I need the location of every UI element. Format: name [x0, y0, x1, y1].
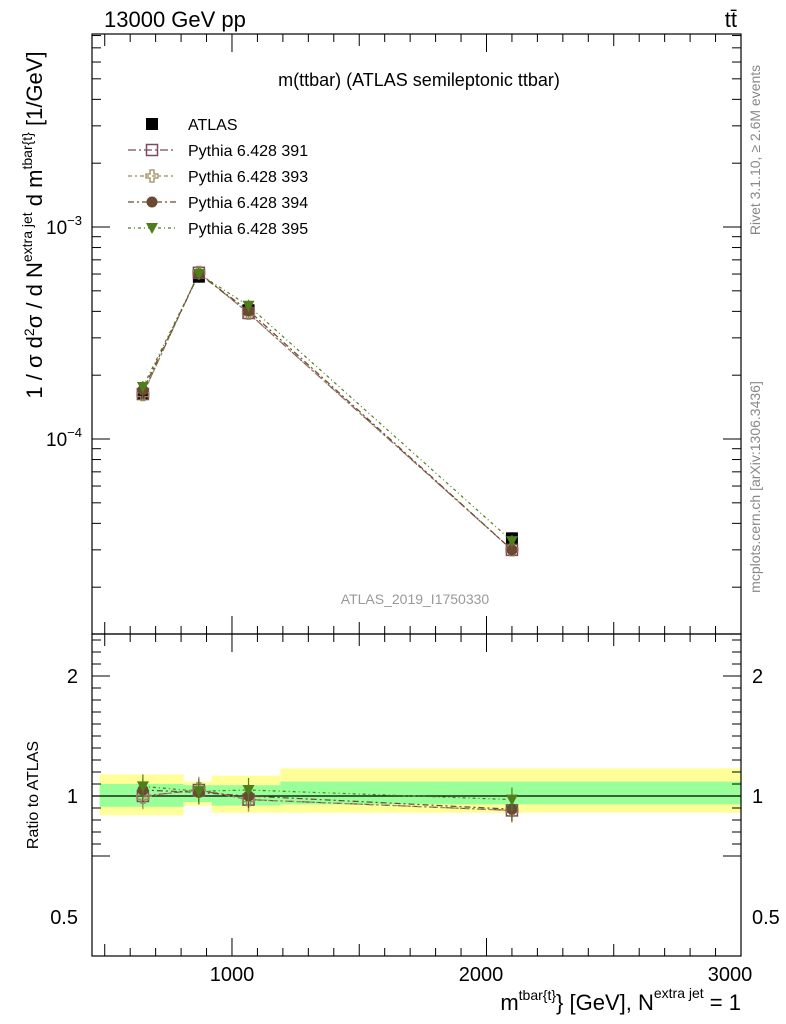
legend-marker	[145, 143, 159, 157]
legend-label: Pythia 6.428 391	[188, 143, 308, 160]
data-point	[506, 544, 518, 556]
series-line	[142, 271, 513, 551]
ratio-ytick-1-left: 1	[67, 786, 78, 808]
xtick-label-2000: 2000	[459, 964, 504, 986]
legend-label: Pythia 6.428 395	[188, 221, 308, 238]
ratio-ytick-1-right: 1	[752, 786, 763, 808]
analysis-watermark: ATLAS_2019_I1750330	[341, 591, 490, 607]
ratio-point	[242, 785, 255, 796]
rivet-label: Rivet 3.1.10, ≥ 2.6M events	[747, 65, 763, 235]
energy-label: 13000 GeV pp	[104, 7, 246, 32]
ratio-series-line	[142, 789, 512, 810]
ratio-ylabel: Ratio to ATLAS	[25, 741, 42, 849]
ratio-frame	[91, 633, 742, 957]
xtick-label-3000: 3000	[708, 964, 753, 986]
legend-marker	[145, 169, 159, 183]
series-line	[142, 271, 513, 551]
data-point	[136, 381, 149, 393]
main-ylabel: 1 / σ d2σ / d Nextra jet d mtbar{t} [1/G…	[19, 51, 47, 398]
ratio-ytick-05-left: 0.5	[50, 907, 78, 929]
ytick-label-1e-4: 10−4	[46, 425, 82, 451]
series-line	[142, 273, 513, 551]
process-label: tt̄	[725, 7, 737, 32]
ratio-stat-band	[280, 781, 741, 805]
x-axis-title: mtbar{t}} [GeV], Nextra jet = 1	[500, 985, 741, 1015]
ratio-panel: Ratio to ATLAS 2 1 0.5 2 1 0.5 1000 2000…	[25, 633, 780, 1015]
ratio-series-line	[142, 785, 512, 801]
data-point	[192, 268, 205, 280]
ytick-label-1e-3: 10−3	[46, 213, 82, 239]
ratio-point	[505, 794, 518, 806]
legend-label: ATLAS	[188, 117, 238, 134]
ratio-point	[192, 786, 205, 798]
legend-label: Pythia 6.428 394	[188, 195, 308, 212]
legend-marker	[146, 118, 158, 130]
ratio-point	[136, 790, 150, 804]
mcplots-label: mcplots.cern.ch [arXiv:1306.3436]	[747, 381, 763, 593]
legend-label: Pythia 6.428 393	[188, 169, 308, 186]
data-point	[505, 536, 518, 548]
ratio-ytick-2-left: 2	[67, 666, 78, 688]
ratio-ytick-05-right: 0.5	[752, 907, 780, 929]
chart-title: m(ttbar) (ATLAS semileptonic ttbar)	[278, 70, 560, 90]
ratio-point	[136, 781, 149, 793]
series-line	[142, 273, 513, 542]
svg-text:1 / σ d2σ / d Nextra jet d mtb: 1 / σ d2σ / d Nextra jet d mtbar{t} [1/G…	[19, 51, 47, 398]
xtick-label-1000: 1000	[210, 964, 255, 986]
legend-marker	[146, 223, 158, 234]
main-panel: m(ttbar) (ATLAS semileptonic ttbar) ATLA…	[19, 33, 742, 635]
data-point	[242, 300, 255, 312]
ratio-ytick-2-right: 2	[752, 666, 763, 688]
legend: ATLAS Pythia 6.428 391 Pythia 6.428 393 Pyt…	[128, 117, 308, 238]
legend-marker	[146, 196, 158, 208]
